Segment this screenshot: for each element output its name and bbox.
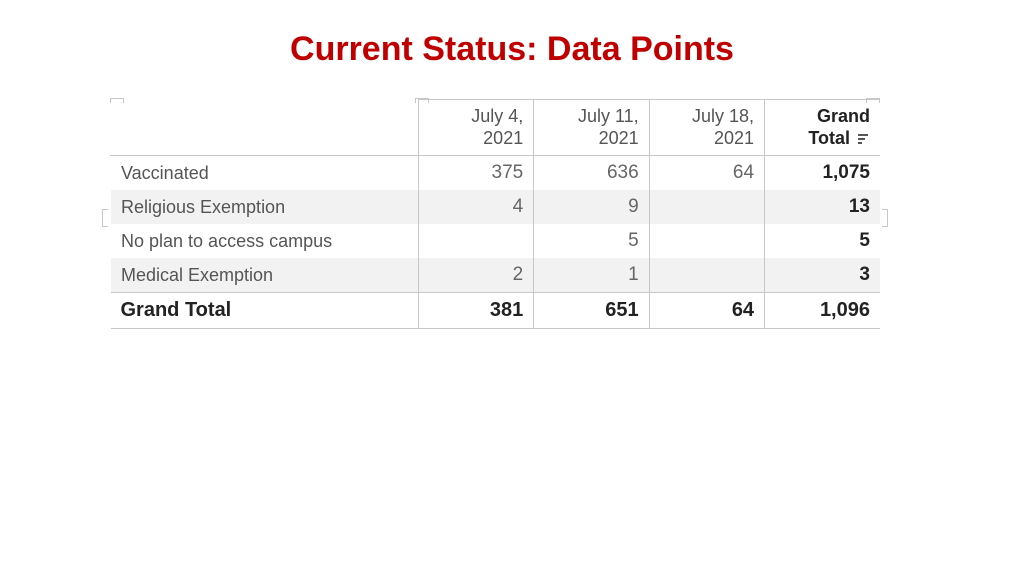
table-cell: 1: [534, 258, 649, 293]
row-label: No plan to access campus: [111, 224, 419, 258]
data-table: July 4,2021 July 11,2021 July 18,2021 Gr…: [110, 99, 880, 329]
column-header-blank: [111, 100, 419, 156]
column-header[interactable]: July 4,2021: [418, 100, 533, 156]
table-cell: 1,075: [765, 156, 880, 191]
row-label: Vaccinated: [111, 156, 419, 191]
footer-cell: 1,096: [765, 293, 880, 329]
table-cell: 64: [649, 156, 764, 191]
table-row: Vaccinated375636641,075: [111, 156, 881, 191]
table-cell: [649, 224, 764, 258]
sort-descending-icon: [858, 133, 870, 145]
table-cell: 4: [418, 190, 533, 224]
crop-mark-icon: [102, 209, 108, 227]
table-cell: 3: [765, 258, 880, 293]
table-footer-row: Grand Total 381 651 64 1,096: [111, 293, 881, 329]
table-header-row: July 4,2021 July 11,2021 July 18,2021 Gr…: [111, 100, 881, 156]
table-cell: [418, 224, 533, 258]
footer-cell: 651: [534, 293, 649, 329]
column-header-grand-total[interactable]: Grand Total: [765, 100, 880, 156]
footer-cell: 64: [649, 293, 764, 329]
table-cell: 375: [418, 156, 533, 191]
column-header[interactable]: July 18,2021: [649, 100, 764, 156]
table-cell: [649, 190, 764, 224]
table-cell: 13: [765, 190, 880, 224]
page-title: Current Status: Data Points: [0, 0, 1024, 99]
column-header[interactable]: July 11,2021: [534, 100, 649, 156]
table-cell: 2: [418, 258, 533, 293]
table-row: Medical Exemption21 3: [111, 258, 881, 293]
row-label: Medical Exemption: [111, 258, 419, 293]
crop-mark-icon: [882, 209, 888, 227]
table-cell: 5: [765, 224, 880, 258]
footer-label: Grand Total: [111, 293, 419, 329]
table-row: Religious Exemption49 13: [111, 190, 881, 224]
table-row: No plan to access campus 5 5: [111, 224, 881, 258]
table-cell: 636: [534, 156, 649, 191]
crop-mark-icon: [110, 98, 124, 103]
footer-cell: 381: [418, 293, 533, 329]
row-label: Religious Exemption: [111, 190, 419, 224]
crop-mark-icon: [866, 98, 880, 103]
table-cell: [649, 258, 764, 293]
crop-mark-icon: [415, 98, 429, 103]
table-cell: 5: [534, 224, 649, 258]
data-table-container: July 4,2021 July 11,2021 July 18,2021 Gr…: [110, 99, 880, 329]
table-cell: 9: [534, 190, 649, 224]
